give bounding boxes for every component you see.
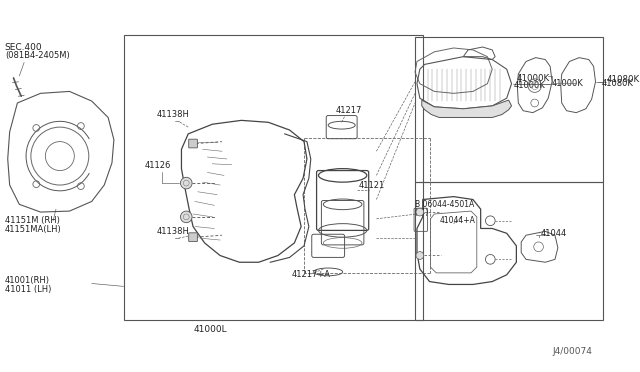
Text: 41044+A: 41044+A xyxy=(439,216,475,225)
Text: 41000K: 41000K xyxy=(552,79,584,88)
Text: 41000K: 41000K xyxy=(513,81,545,90)
Text: 41000K: 41000K xyxy=(516,74,550,83)
Text: 41080K: 41080K xyxy=(606,75,639,84)
Text: 41044: 41044 xyxy=(541,229,567,238)
Polygon shape xyxy=(422,100,511,118)
Text: 41217: 41217 xyxy=(336,106,362,115)
Text: 41151MA(LH): 41151MA(LH) xyxy=(5,225,61,234)
Text: 41138H: 41138H xyxy=(156,110,189,119)
Text: J4/00074: J4/00074 xyxy=(552,347,592,356)
Text: 41126: 41126 xyxy=(145,161,171,170)
Circle shape xyxy=(416,208,424,216)
Bar xyxy=(415,37,604,182)
Text: 41217+A: 41217+A xyxy=(291,270,330,279)
Text: 41151M (RH): 41151M (RH) xyxy=(5,216,60,225)
Circle shape xyxy=(180,177,192,189)
Text: 41000L: 41000L xyxy=(193,325,227,334)
Bar xyxy=(124,35,423,320)
FancyBboxPatch shape xyxy=(189,139,197,148)
Text: 41001(RH): 41001(RH) xyxy=(5,276,50,285)
Circle shape xyxy=(416,251,424,259)
Text: B 06044-4501A: B 06044-4501A xyxy=(415,200,474,209)
FancyBboxPatch shape xyxy=(189,233,197,241)
Text: 41138H: 41138H xyxy=(156,227,189,236)
Text: (081B4-2405M): (081B4-2405M) xyxy=(5,51,70,60)
Circle shape xyxy=(180,211,192,223)
Text: SEC.400: SEC.400 xyxy=(5,42,42,51)
Bar xyxy=(415,182,604,320)
Text: 41121: 41121 xyxy=(359,180,385,190)
Text: 41011 (LH): 41011 (LH) xyxy=(5,285,51,294)
Text: 41080K: 41080K xyxy=(602,79,633,88)
Text: ( 4): ( 4) xyxy=(415,208,428,217)
